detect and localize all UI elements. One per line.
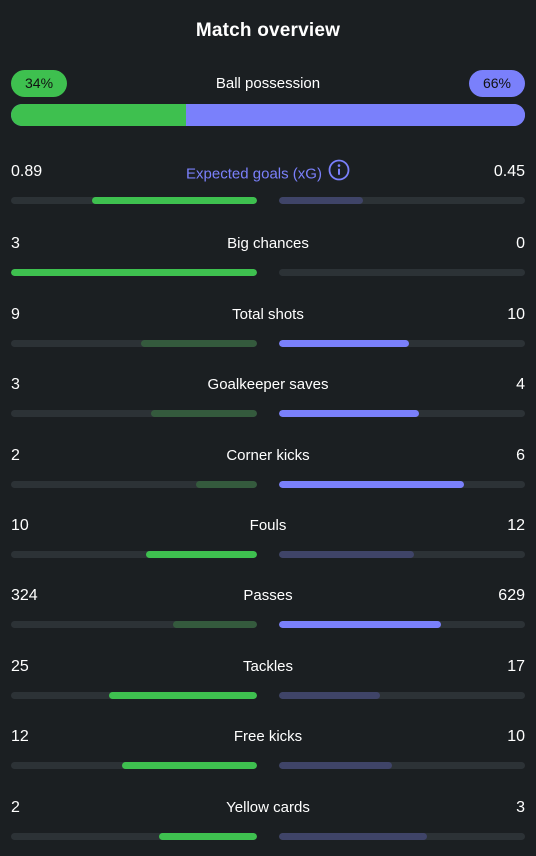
- away-stat-bar: [279, 269, 525, 276]
- away-stat-value: 4: [516, 376, 525, 393]
- home-stat-bar: [11, 551, 257, 558]
- away-stat-bar-fill: [279, 197, 363, 204]
- home-stat-value: 324: [11, 587, 38, 604]
- away-stat-bar-fill: [279, 621, 442, 628]
- stat-label-text: Yellow cards: [226, 799, 310, 816]
- away-stat-value: 17: [507, 658, 525, 675]
- away-stat-value: 12: [507, 517, 525, 534]
- away-stat-bar: [279, 481, 525, 488]
- stat-label: Free kicks: [0, 727, 536, 747]
- home-stat-value: 3: [11, 235, 20, 252]
- home-stat-bar-fill: [195, 481, 257, 488]
- away-stat-bar: [279, 621, 525, 628]
- stat-label-text: Free kicks: [233, 728, 303, 745]
- stat-label-text: Corner kicks: [226, 447, 310, 464]
- stat-label: Yellow cards: [0, 798, 536, 818]
- home-stat-bar-fill: [158, 833, 257, 840]
- home-stat-bar: [11, 340, 257, 347]
- home-stat-value: 2: [11, 799, 20, 816]
- stat-row: 2 Corner kicks 6: [0, 446, 536, 496]
- home-stat-bar: [11, 269, 257, 276]
- stat-row: 3 Big chances 0: [0, 234, 536, 284]
- away-stat-bar: [279, 833, 525, 840]
- home-stat-bar-fill: [11, 269, 257, 276]
- home-stat-bar: [11, 621, 257, 628]
- stat-label: Passes: [0, 586, 536, 606]
- home-stat-value: 9: [11, 306, 20, 323]
- stat-label-text: Goalkeeper saves: [207, 376, 329, 393]
- stat-label-text: Passes: [243, 587, 293, 604]
- home-stat-bar-fill: [146, 551, 257, 558]
- stat-label: Goalkeeper saves: [0, 375, 536, 395]
- home-stat-value: 0.89: [11, 163, 43, 180]
- away-stat-value: 0: [516, 235, 525, 252]
- home-stat-value: 10: [11, 517, 29, 534]
- stat-label-text: Tackles: [242, 658, 294, 675]
- possession-bar-home: [11, 104, 186, 126]
- home-stat-bar-fill: [109, 692, 257, 699]
- stat-row: 2 Yellow cards 3: [0, 798, 536, 848]
- home-stat-bar: [11, 833, 257, 840]
- home-stat-bar-fill: [121, 762, 257, 769]
- away-stat-bar: [279, 692, 525, 699]
- page-title: Match overview: [195, 20, 341, 41]
- home-stat-value: 3: [11, 376, 20, 393]
- possession-label: Ball possession: [215, 75, 321, 92]
- stat-row: 10 Fouls 12: [0, 516, 536, 566]
- stat-label[interactable]: Expected goals (xG): [0, 159, 536, 187]
- stat-row: 0.89 Expected goals (xG) 0.45: [0, 159, 536, 212]
- stat-label: Big chances: [0, 234, 536, 254]
- away-possession-badge: 66%: [468, 70, 525, 97]
- away-stat-value: 629: [498, 587, 525, 604]
- home-stat-bar-fill: [173, 621, 257, 628]
- stat-label: Total shots: [0, 305, 536, 325]
- stat-label: Fouls: [0, 516, 536, 536]
- home-stat-bar: [11, 410, 257, 417]
- home-stat-value: 12: [11, 728, 29, 745]
- home-stat-bar-fill: [141, 340, 257, 347]
- stat-label-text: Fouls: [249, 517, 287, 534]
- stat-label-text: Expected goals (xG): [186, 165, 322, 183]
- home-stat-bar-fill: [92, 197, 257, 204]
- away-stat-bar: [279, 551, 525, 558]
- home-stat-bar-fill: [151, 410, 257, 417]
- stat-row: 12 Free kicks 10: [0, 727, 536, 777]
- away-stat-value: 10: [507, 306, 525, 323]
- stat-label: Corner kicks: [0, 446, 536, 466]
- away-stat-bar: [279, 410, 525, 417]
- away-stat-value: 3: [516, 799, 525, 816]
- away-stat-bar: [279, 340, 525, 347]
- away-stat-bar: [279, 762, 525, 769]
- away-stat-value: 10: [507, 728, 525, 745]
- home-stat-value: 25: [11, 658, 29, 675]
- stat-label-text: Big chances: [227, 235, 309, 252]
- home-stat-value: 2: [11, 447, 20, 464]
- possession-bar-away: [185, 104, 525, 126]
- stat-label: Tackles: [0, 657, 536, 677]
- away-stat-bar-fill: [279, 481, 464, 488]
- away-stat-bar-fill: [279, 410, 420, 417]
- away-stat-bar-fill: [279, 833, 427, 840]
- away-stat-bar: [279, 197, 525, 204]
- home-stat-bar: [11, 481, 257, 488]
- away-stat-value: 6: [516, 447, 525, 464]
- stat-row: 3 Goalkeeper saves 4: [0, 375, 536, 425]
- stat-row: 9 Total shots 10: [0, 305, 536, 355]
- possession-bar: [11, 104, 525, 126]
- home-possession-badge: 34%: [11, 70, 68, 97]
- stat-label-text: Total shots: [232, 306, 304, 323]
- away-stat-bar-fill: [279, 692, 380, 699]
- away-stat-bar-fill: [279, 762, 393, 769]
- stat-row: 25 Tackles 17: [0, 657, 536, 707]
- away-stat-bar-fill: [279, 551, 415, 558]
- away-stat-value: 0.45: [493, 163, 525, 180]
- home-stat-bar: [11, 692, 257, 699]
- home-stat-bar: [11, 197, 257, 204]
- stat-row: 324 Passes 629: [0, 586, 536, 636]
- info-icon[interactable]: [328, 159, 350, 187]
- away-stat-bar-fill: [279, 340, 410, 347]
- home-stat-bar: [11, 762, 257, 769]
